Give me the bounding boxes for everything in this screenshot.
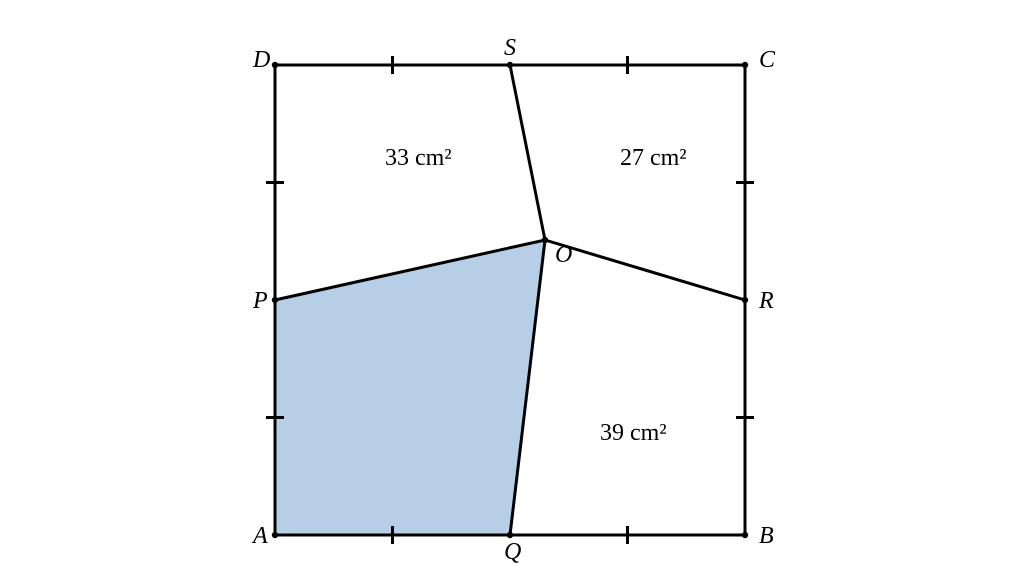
shaded-quadrilateral: [275, 240, 545, 535]
point-label-C: C: [759, 47, 776, 73]
point-label-R: R: [758, 288, 774, 314]
point-R: [742, 297, 748, 303]
inner-segments: [510, 65, 745, 300]
point-label-Q: Q: [504, 539, 521, 565]
point-S: [507, 62, 513, 68]
point-C: [742, 62, 748, 68]
geometry-diagram: A B C D P Q R S O 33 cm² 27 cm² 39 cm²: [0, 0, 1024, 576]
point-label-S: S: [504, 35, 516, 61]
point-label-O: O: [555, 242, 572, 268]
point-B: [742, 532, 748, 538]
area-label-OQBR: 39 cm²: [600, 420, 667, 446]
point-A: [272, 532, 278, 538]
point-Q: [507, 532, 513, 538]
point-P: [272, 297, 278, 303]
point-D: [272, 62, 278, 68]
area-label-DSOP: 33 cm²: [385, 145, 452, 171]
point-label-A: A: [251, 523, 268, 549]
point-label-B: B: [759, 523, 774, 549]
segment-OS: [510, 65, 545, 240]
point-label-P: P: [252, 288, 268, 314]
segment-OR: [545, 240, 745, 300]
area-label-SCRO: 27 cm²: [620, 145, 687, 171]
point-O: [542, 237, 548, 243]
point-label-D: D: [252, 47, 270, 73]
